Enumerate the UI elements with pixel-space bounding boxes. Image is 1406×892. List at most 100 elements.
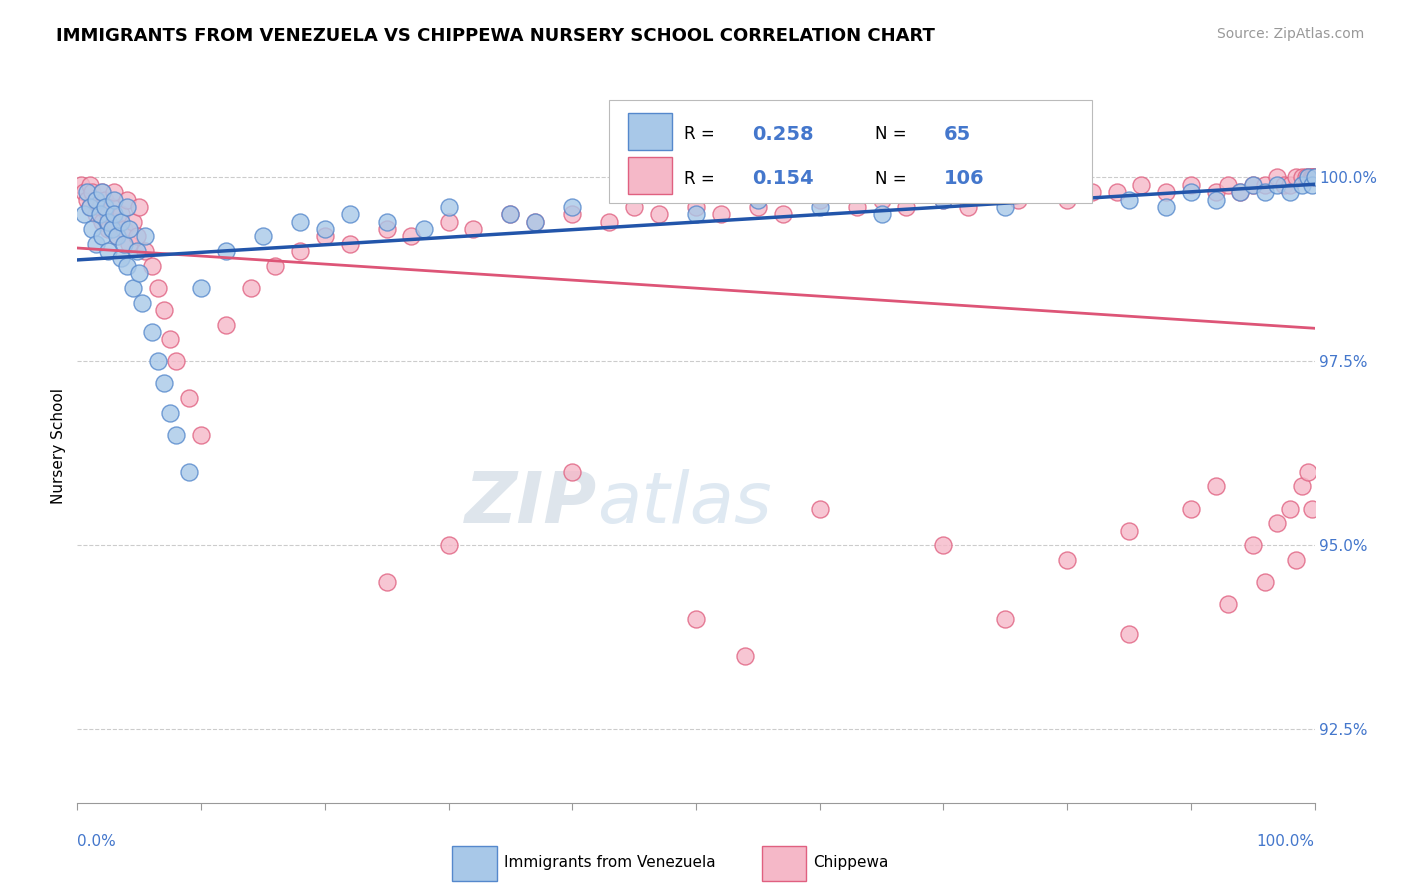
Point xyxy=(141,259,163,273)
Point xyxy=(215,244,238,258)
Point xyxy=(122,281,145,295)
Point xyxy=(97,207,120,221)
Point xyxy=(110,207,132,221)
Point xyxy=(264,259,287,273)
Point xyxy=(1241,538,1264,552)
Text: Immigrants from Venezuela: Immigrants from Venezuela xyxy=(505,855,716,870)
Point xyxy=(685,200,707,214)
Point xyxy=(72,185,94,199)
Point xyxy=(1302,170,1324,185)
Point xyxy=(125,229,148,244)
Text: atlas: atlas xyxy=(598,468,772,538)
Point xyxy=(84,193,107,207)
Point xyxy=(685,612,707,626)
Point xyxy=(82,222,104,236)
Point xyxy=(1229,185,1251,199)
Point xyxy=(463,222,485,236)
Point xyxy=(437,538,460,552)
Text: IMMIGRANTS FROM VENEZUELA VS CHIPPEWA NURSERY SCHOOL CORRELATION CHART: IMMIGRANTS FROM VENEZUELA VS CHIPPEWA NU… xyxy=(56,27,935,45)
Point xyxy=(1205,479,1227,493)
Text: 0.0%: 0.0% xyxy=(77,834,117,849)
Point xyxy=(165,428,187,442)
Point xyxy=(412,222,434,236)
Point xyxy=(808,200,831,214)
Point xyxy=(82,185,104,199)
Point xyxy=(110,252,132,266)
Point xyxy=(1267,178,1289,192)
Point xyxy=(103,214,125,228)
Point xyxy=(89,200,111,214)
Text: N =: N = xyxy=(876,125,912,144)
Point xyxy=(159,406,181,420)
Point xyxy=(1154,200,1177,214)
Text: N =: N = xyxy=(876,169,912,187)
Point xyxy=(239,281,262,295)
Point xyxy=(1105,185,1128,199)
Point xyxy=(1267,516,1289,531)
Point xyxy=(1254,575,1277,590)
Point xyxy=(105,229,128,244)
Point xyxy=(72,207,94,221)
Point xyxy=(314,229,336,244)
Point xyxy=(375,214,398,228)
Point xyxy=(1241,178,1264,192)
FancyBboxPatch shape xyxy=(762,847,806,880)
Point xyxy=(932,193,955,207)
Point xyxy=(1303,170,1326,185)
Point xyxy=(93,200,115,214)
Point xyxy=(91,185,114,199)
Text: 0.154: 0.154 xyxy=(752,169,813,188)
Point xyxy=(957,200,980,214)
Point xyxy=(1118,524,1140,538)
Point xyxy=(112,222,135,236)
Point xyxy=(84,207,107,221)
Point xyxy=(499,207,522,221)
Point xyxy=(79,200,101,214)
Point xyxy=(808,193,831,207)
Point xyxy=(118,222,141,236)
Point xyxy=(153,302,176,317)
Point xyxy=(1180,501,1202,516)
Point xyxy=(1180,185,1202,199)
Point xyxy=(437,214,460,228)
Point xyxy=(1007,193,1029,207)
Point xyxy=(115,259,138,273)
Point xyxy=(1081,185,1104,199)
Point xyxy=(115,193,138,207)
Point xyxy=(339,236,361,251)
Point xyxy=(128,266,150,280)
Point xyxy=(288,244,311,258)
Point xyxy=(1278,185,1301,199)
Point xyxy=(91,185,114,199)
Point xyxy=(1295,170,1317,185)
Point xyxy=(115,200,138,214)
Point xyxy=(772,207,794,221)
Text: Source: ZipAtlas.com: Source: ZipAtlas.com xyxy=(1216,27,1364,41)
Point xyxy=(561,207,583,221)
Point xyxy=(1285,553,1308,567)
Point xyxy=(932,538,955,552)
Point xyxy=(747,200,769,214)
Point xyxy=(375,575,398,590)
Point xyxy=(981,185,1004,199)
FancyBboxPatch shape xyxy=(609,100,1092,203)
Point xyxy=(97,214,120,228)
Point xyxy=(103,193,125,207)
Point xyxy=(1299,170,1322,185)
Point xyxy=(159,332,181,346)
Point xyxy=(125,244,148,258)
Point xyxy=(190,428,212,442)
Point xyxy=(1298,170,1320,185)
Y-axis label: Nursery School: Nursery School xyxy=(51,388,66,504)
Point xyxy=(1031,185,1053,199)
Point xyxy=(103,207,125,221)
Point xyxy=(1301,170,1323,185)
Point xyxy=(1291,178,1313,192)
Point xyxy=(710,207,733,221)
Point xyxy=(845,200,868,214)
Point xyxy=(623,200,645,214)
Point xyxy=(375,222,398,236)
Point xyxy=(153,376,176,391)
Point xyxy=(1056,553,1078,567)
Point xyxy=(524,214,547,228)
